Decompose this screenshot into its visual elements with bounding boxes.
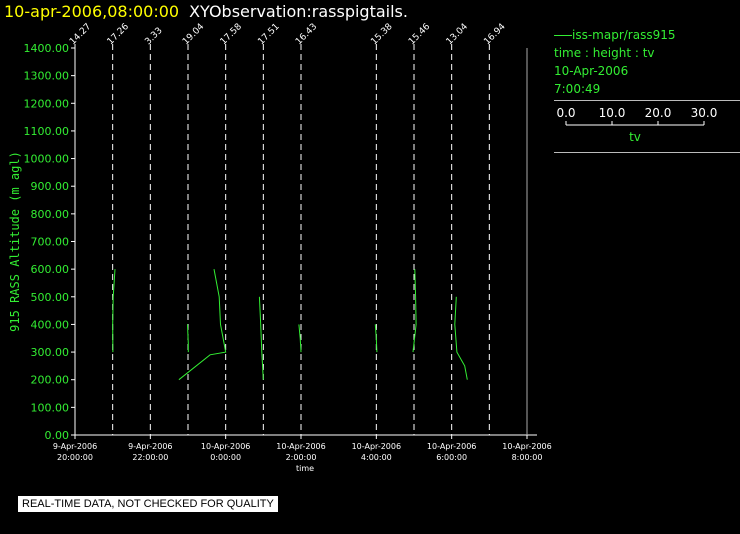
y-tick-label: 200.00 <box>31 374 70 387</box>
y-tick-label: 900.00 <box>31 180 70 193</box>
profile-series-line <box>412 269 417 353</box>
profile-series-line <box>298 324 302 353</box>
profile-series-line <box>374 324 378 353</box>
y-tick-label: 1000.00 <box>24 153 70 166</box>
legend-divider <box>554 100 740 101</box>
profile-series-line <box>112 269 116 353</box>
tv-scale-tick-label: 0.0 <box>556 106 575 120</box>
profile-label: 3.33 <box>143 26 164 47</box>
x-tick-time: 4:00:00 <box>361 453 392 462</box>
y-tick-label: 700.00 <box>31 236 70 249</box>
profile-label: 15.38 <box>369 22 394 47</box>
profile-label: 17.58 <box>219 22 244 47</box>
x-tick-date: 9-Apr-2006 <box>128 442 172 451</box>
x-tick-date: 9-Apr-2006 <box>53 442 97 451</box>
y-tick-label: 1300.00 <box>24 70 70 83</box>
x-tick-time: 8:00:00 <box>512 453 543 462</box>
profile-series-line <box>454 296 468 380</box>
x-tick-time: 2:00:00 <box>286 453 317 462</box>
tv-scale: 0.0 10.0 20.0 30.0 tv <box>556 106 718 144</box>
y-tick-label: 500.00 <box>31 291 70 304</box>
title-date: 10-apr-2006,08:00:00 <box>4 2 180 21</box>
profile-label: 14.27 <box>68 22 93 47</box>
x-tick-date: 10-Apr-2006 <box>352 442 401 451</box>
profile-label: 17.51 <box>256 22 281 47</box>
profile-series-line <box>258 296 264 380</box>
x-tick-date: 10-Apr-2006 <box>502 442 551 451</box>
legend-divider-bottom <box>554 152 740 153</box>
legend-series: iss-mapr/rass915 <box>554 26 740 44</box>
profile-label: 17.26 <box>106 22 131 47</box>
y-tick-label: 100.00 <box>31 401 70 414</box>
profile-label: 19.04 <box>181 22 206 47</box>
tv-scale-tick-label: 10.0 <box>599 106 626 120</box>
profile-label: 16.94 <box>482 22 507 47</box>
profile-series-line <box>178 269 227 381</box>
y-tick-label: 1400.00 <box>24 42 70 55</box>
x-tick-date: 10-Apr-2006 <box>427 442 476 451</box>
x-tick-date: 10-Apr-2006 <box>276 442 325 451</box>
profile-label: 13.04 <box>445 22 470 47</box>
y-tick-label: 0.00 <box>45 429 70 442</box>
legend-time: 7:00:49 <box>554 82 601 96</box>
x-tick-time: 6:00:00 <box>436 453 467 462</box>
y-tick-label: 600.00 <box>31 263 70 276</box>
x-tick-time: 0:00:00 <box>210 453 241 462</box>
y-tick-label: 300.00 <box>31 346 70 359</box>
legend-type: time : height : tv <box>554 46 655 60</box>
y-axis-label: 915 RASS Altitude (m agl) <box>8 151 22 332</box>
x-tick-time: 20:00:00 <box>57 453 93 462</box>
chart-title: 10-apr-2006,08:00:00 XYObservation:rasspi… <box>4 0 408 24</box>
tv-scale-label: tv <box>629 130 641 144</box>
legend-series-line <box>554 35 572 36</box>
profile-series-line <box>187 324 189 353</box>
tv-scale-tick-label: 20.0 <box>645 106 672 120</box>
y-tick-label: 800.00 <box>31 208 70 221</box>
x-tick-time: 22:00:00 <box>132 453 168 462</box>
tv-scale-tick-label: 30.0 <box>691 106 718 120</box>
quality-disclaimer: REAL-TIME DATA, NOT CHECKED FOR QUALITY <box>18 496 278 512</box>
legend: iss-mapr/rass915 time : height : tv 10-A… <box>554 26 740 153</box>
y-tick-label: 400.00 <box>31 318 70 331</box>
legend-series-label: iss-mapr/rass915 <box>572 28 676 42</box>
x-axis-label: time <box>296 464 314 473</box>
legend-date: 10-Apr-2006 <box>554 64 629 78</box>
y-tick-label: 1200.00 <box>24 97 70 110</box>
profile-label: 16.43 <box>294 22 319 47</box>
x-tick-date: 10-Apr-2006 <box>201 442 250 451</box>
y-tick-label: 1100.00 <box>24 125 70 138</box>
profile-label: 15.46 <box>407 22 432 47</box>
title-observation: XYObservation:rasspigtails. <box>189 2 408 21</box>
